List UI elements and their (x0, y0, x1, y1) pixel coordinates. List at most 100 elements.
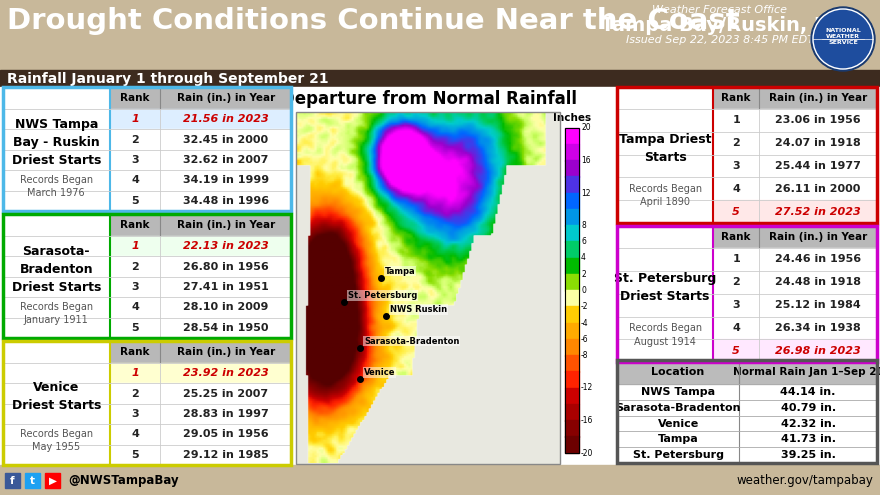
Bar (109, 191, 291, 211)
Bar (3, 87, 291, 211)
Text: NWS Tampa
Bay - Ruskin
Driest Starts: NWS Tampa Bay - Ruskin Driest Starts (11, 118, 101, 167)
Bar (0, 465, 880, 495)
Bar (109, 150, 291, 170)
Bar (109, 214, 291, 236)
Text: 4: 4 (131, 302, 139, 312)
Bar (713, 109, 877, 132)
Text: Venice
Driest Starts: Venice Driest Starts (11, 381, 101, 412)
Text: 29.05 in 1956: 29.05 in 1956 (183, 429, 268, 440)
Text: Venice: Venice (657, 419, 699, 429)
Bar (565, 128, 579, 453)
Text: 3: 3 (732, 300, 740, 310)
Text: Rain (in.) in Year: Rain (in.) in Year (769, 93, 867, 103)
Text: Drought Conditions Continue Near the Coast: Drought Conditions Continue Near the Coa… (7, 7, 739, 35)
Bar (713, 248, 877, 271)
Text: 23.06 in 1956: 23.06 in 1956 (775, 115, 861, 125)
Text: NATIONAL: NATIONAL (825, 29, 861, 34)
Text: 4: 4 (732, 184, 740, 194)
Bar (565, 323, 579, 339)
Text: -12: -12 (581, 384, 593, 393)
Text: -8: -8 (581, 351, 589, 360)
Text: 28.54 in 1950: 28.54 in 1950 (183, 323, 268, 333)
Bar (565, 257, 579, 274)
Bar (713, 316, 877, 340)
Bar (565, 436, 579, 453)
Text: NWS Tampa: NWS Tampa (641, 387, 715, 397)
Text: 1: 1 (131, 114, 139, 124)
Text: 32.62 in 2007: 32.62 in 2007 (183, 155, 268, 165)
Text: Tampa Bay/Ruskin, FL: Tampa Bay/Ruskin, FL (601, 16, 840, 35)
Bar (109, 256, 291, 277)
Bar (109, 170, 291, 191)
Bar (109, 424, 291, 445)
Text: 22.13 in 2023: 22.13 in 2023 (183, 241, 268, 251)
Text: 24.07 in 1918: 24.07 in 1918 (775, 138, 861, 148)
Bar (617, 360, 877, 463)
Text: Sarasota-
Bradenton
Driest Starts: Sarasota- Bradenton Driest Starts (11, 246, 101, 295)
Bar (565, 144, 579, 160)
Bar (565, 209, 579, 226)
Text: 3: 3 (131, 155, 139, 165)
Text: 2: 2 (131, 261, 139, 272)
Text: Rain (in.) in Year: Rain (in.) in Year (177, 220, 275, 230)
Text: Inches: Inches (553, 113, 591, 123)
Bar (109, 109, 291, 129)
Text: 25.12 in 1984: 25.12 in 1984 (775, 300, 861, 310)
Text: Departure from Normal Rainfall: Departure from Normal Rainfall (281, 90, 577, 108)
Text: Location: Location (651, 367, 705, 377)
Bar (0, 70, 880, 87)
Bar (617, 87, 877, 223)
Text: SERVICE: SERVICE (828, 41, 858, 46)
Bar (3, 341, 291, 465)
Text: Records Began
May 1955: Records Began May 1955 (19, 429, 93, 452)
Text: Issued Sep 22, 2023 8:45 PM EDT: Issued Sep 22, 2023 8:45 PM EDT (626, 35, 814, 45)
Bar (109, 363, 291, 384)
Bar (565, 193, 579, 209)
Bar (713, 226, 877, 248)
Text: Rank: Rank (121, 347, 150, 357)
Text: 20: 20 (581, 123, 590, 133)
Text: 4: 4 (732, 323, 740, 333)
Text: Rain (in.) in Year: Rain (in.) in Year (177, 93, 275, 103)
Text: Rank: Rank (722, 232, 751, 242)
Text: 34.48 in 1996: 34.48 in 1996 (183, 196, 268, 206)
Text: Sarasota-Bradenton: Sarasota-Bradenton (364, 337, 459, 346)
Text: ▶: ▶ (48, 476, 56, 486)
Text: 1: 1 (131, 368, 139, 378)
Bar (109, 445, 291, 465)
Text: Rank: Rank (121, 93, 150, 103)
Text: 32.45 in 2000: 32.45 in 2000 (183, 135, 268, 145)
Text: St. Petersburg: St. Petersburg (633, 450, 723, 460)
Bar (713, 132, 877, 154)
Text: 5: 5 (131, 323, 139, 333)
Text: 2: 2 (581, 270, 586, 279)
Text: Rainfall January 1 through September 21: Rainfall January 1 through September 21 (7, 71, 328, 86)
Bar (0, 87, 880, 465)
Text: 39.25 in.: 39.25 in. (781, 450, 835, 460)
Text: 41.73 in.: 41.73 in. (781, 434, 836, 445)
Text: 24.46 in 1956: 24.46 in 1956 (775, 254, 862, 264)
Text: 1: 1 (732, 254, 740, 264)
Text: 3: 3 (732, 161, 740, 171)
Text: -4: -4 (581, 318, 589, 328)
Text: Records Began
March 1976: Records Began March 1976 (19, 175, 93, 198)
Bar (565, 339, 579, 355)
Bar (109, 87, 291, 109)
Text: 4: 4 (131, 175, 139, 186)
Bar (713, 87, 877, 109)
Text: NWS Ruskin: NWS Ruskin (390, 305, 447, 314)
Bar (565, 160, 579, 177)
Text: 28.83 in 1997: 28.83 in 1997 (183, 409, 268, 419)
Text: 26.98 in 2023: 26.98 in 2023 (775, 346, 861, 356)
Bar (713, 294, 877, 316)
Text: weather.gov/tampabay: weather.gov/tampabay (737, 474, 873, 487)
Bar (109, 277, 291, 297)
Text: Tampa Driest
Starts: Tampa Driest Starts (619, 133, 711, 164)
Bar (565, 420, 579, 437)
Bar (713, 340, 877, 362)
Text: Rank: Rank (722, 93, 751, 103)
Bar (109, 318, 291, 338)
Text: t: t (30, 476, 35, 486)
Text: St. Petersburg: St. Petersburg (348, 291, 417, 300)
Text: St. Petersburg
Driest Starts: St. Petersburg Driest Starts (614, 272, 716, 303)
